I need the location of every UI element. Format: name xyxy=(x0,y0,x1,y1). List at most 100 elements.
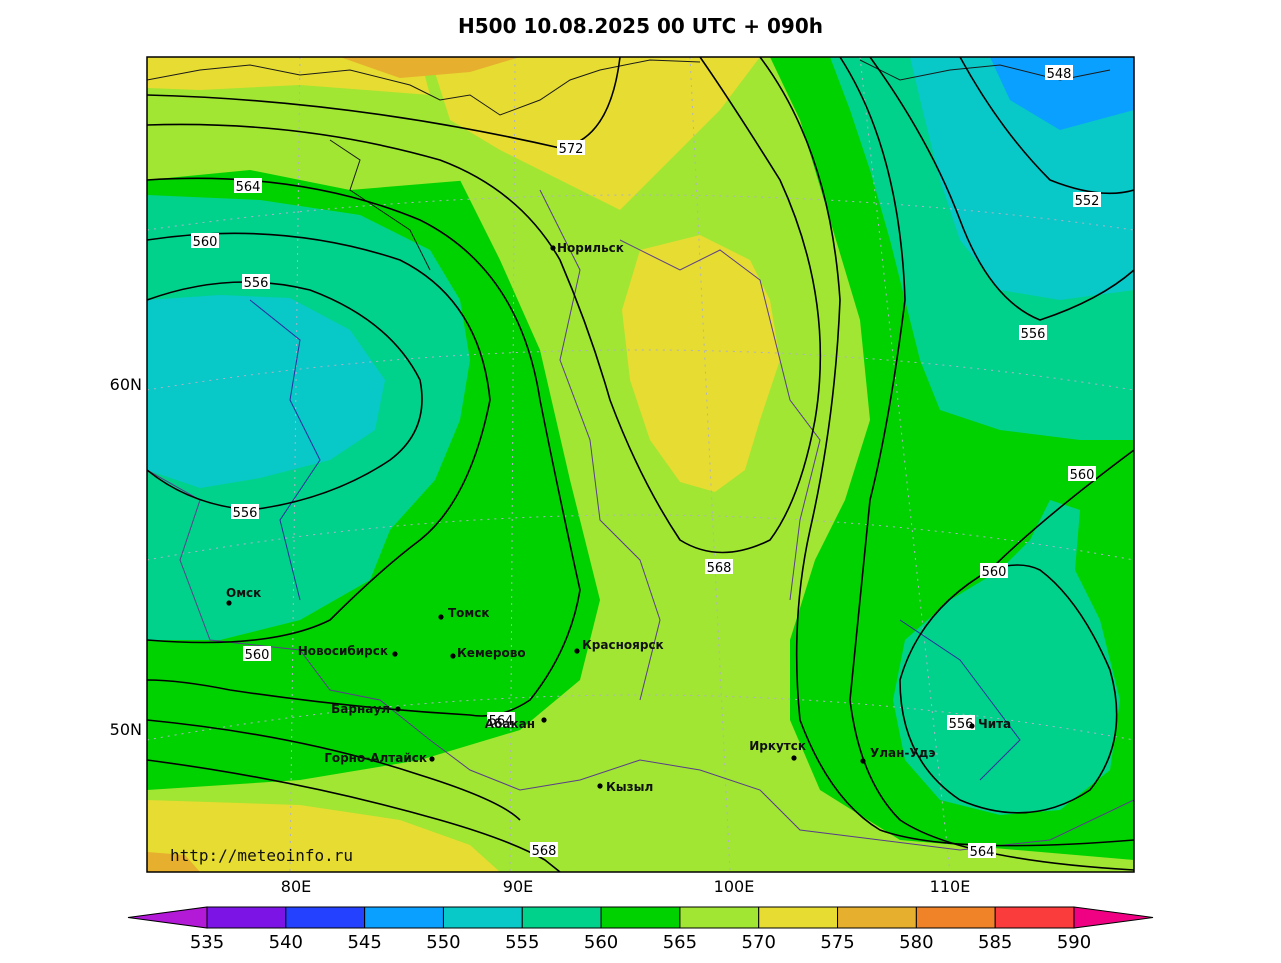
city-marker: Барнаул xyxy=(331,702,401,716)
contour-label: 564 xyxy=(968,843,996,860)
colorbar-segment xyxy=(915,906,996,929)
colorbar-arrow-max xyxy=(1073,906,1154,929)
contour-label: 564 xyxy=(487,712,515,729)
y-tick-label: 50N xyxy=(110,720,142,739)
colorbar-tick-label: 565 xyxy=(663,932,697,953)
city-marker: Новосибирск xyxy=(298,644,398,658)
city-dot xyxy=(450,653,456,659)
contour-label: 556 xyxy=(947,715,975,732)
city-dot xyxy=(226,600,232,606)
colorbar-arrow-min xyxy=(127,906,208,929)
colorbar-tick-label: 560 xyxy=(584,932,618,953)
city-marker: Красноярск xyxy=(574,638,664,654)
field-580-southwest xyxy=(147,852,200,872)
contour-label-bg xyxy=(980,563,1008,578)
contour-label: 548 xyxy=(1045,65,1073,82)
contour-label-bg xyxy=(1019,325,1047,340)
contour-label-text: 556 xyxy=(233,506,258,521)
contour-label-text: 552 xyxy=(1075,194,1100,209)
contour-label-bg xyxy=(234,178,262,193)
field-575-north xyxy=(430,57,760,210)
colorbar-tick-label: 590 xyxy=(1057,932,1091,953)
contour-label-text: 548 xyxy=(1047,67,1072,82)
contour-label: 560 xyxy=(191,233,219,250)
contour-label-bg xyxy=(231,504,259,519)
colorbar-tick-label: 550 xyxy=(426,932,460,953)
city-marker: Кызыл xyxy=(597,780,653,794)
chart-title: H500 10.08.2025 00 UTC + 090h xyxy=(458,14,823,38)
contour-label-bg xyxy=(947,715,975,730)
city-marker: Чита xyxy=(969,717,1011,731)
city-label: Барнаул xyxy=(331,702,390,716)
map-frame xyxy=(146,56,1135,873)
city-dot xyxy=(860,758,866,764)
field-550-east xyxy=(990,57,1134,130)
city-marker: Улан-Удэ xyxy=(860,746,935,764)
city-label: Томск xyxy=(448,606,490,620)
colorbar-tick-label: 555 xyxy=(505,932,539,953)
city-marker: Кемерово xyxy=(450,646,526,660)
city-label: Омск xyxy=(226,586,261,600)
city-label: Кемерово xyxy=(457,646,526,660)
contour-label: 560 xyxy=(980,563,1008,580)
contour-label-text: 568 xyxy=(707,561,732,576)
contour-572-b xyxy=(147,57,822,554)
colorbar-tick-label: 570 xyxy=(742,932,776,953)
colorbar-segment xyxy=(679,906,760,929)
city-marker: Иркутск xyxy=(749,739,806,761)
contour-label-text: 564 xyxy=(970,845,995,860)
city-marker: Норильск xyxy=(550,241,624,255)
city-label: Норильск xyxy=(557,241,624,255)
city-layer: Норильск Омск Томск Новосибирск Кемерово Крас… xyxy=(226,241,1011,794)
contour-label: 552 xyxy=(1073,192,1101,209)
contour-label-bg xyxy=(1045,65,1073,80)
city-label: Кызыл xyxy=(606,780,653,794)
city-dot xyxy=(574,648,580,654)
contour-564 xyxy=(147,177,581,717)
field-575-southwest xyxy=(147,800,500,872)
city-dot xyxy=(395,706,401,712)
contour-label-layer: 572 564 560 556 556 560 564 568 568 564 548 552 556 5… xyxy=(191,65,1101,860)
x-tick-label: 100E xyxy=(714,877,755,896)
contour-label: 572 xyxy=(557,140,585,157)
city-label: Улан-Удэ xyxy=(870,746,935,760)
contour-572 xyxy=(147,57,621,149)
contour-label-bg xyxy=(243,646,271,661)
contour-label-bg xyxy=(1073,192,1101,207)
contour-568 xyxy=(147,759,561,872)
contour-label-text: 560 xyxy=(245,648,270,663)
city-marker: Горно-Алтайск xyxy=(324,751,435,765)
x-tick-label: 80E xyxy=(281,877,311,896)
contour-label-bg xyxy=(557,140,585,155)
city-dot xyxy=(550,245,556,251)
colorbar-segment xyxy=(600,906,681,929)
contour-label-text: 564 xyxy=(489,714,514,729)
colorbar-segment xyxy=(364,906,444,929)
contour-label-bg xyxy=(191,233,219,248)
colorbar: 535 540 545 550 555 560 565 570 575 580 585 590 xyxy=(127,906,1154,953)
city-dot xyxy=(429,756,435,762)
city-dot xyxy=(438,614,444,620)
contour-label: 568 xyxy=(705,559,733,576)
contour-label: 568 xyxy=(530,842,558,859)
colorbar-segment xyxy=(994,906,1075,929)
city-label: Иркутск xyxy=(749,739,806,753)
contour-label-text: 556 xyxy=(1021,327,1046,342)
city-marker: Абакан xyxy=(485,717,547,731)
colorbar-tick-label: 585 xyxy=(978,932,1012,953)
contour-label-bg xyxy=(242,274,270,289)
colorbar-segment xyxy=(206,906,287,929)
y-tick-label: 60N xyxy=(110,375,142,394)
city-dot xyxy=(392,651,398,657)
city-label: Новосибирск xyxy=(298,644,388,658)
contour-label-bg xyxy=(1068,466,1096,481)
contour-label-bg xyxy=(968,843,996,858)
contour-552 xyxy=(959,57,1134,195)
contour-label-text: 556 xyxy=(244,276,269,291)
city-dot xyxy=(791,755,797,761)
city-label: Горно-Алтайск xyxy=(324,751,427,765)
contour-label: 556 xyxy=(1019,325,1047,342)
contour-label-text: 556 xyxy=(949,717,974,732)
contour-label-bg xyxy=(530,842,558,857)
